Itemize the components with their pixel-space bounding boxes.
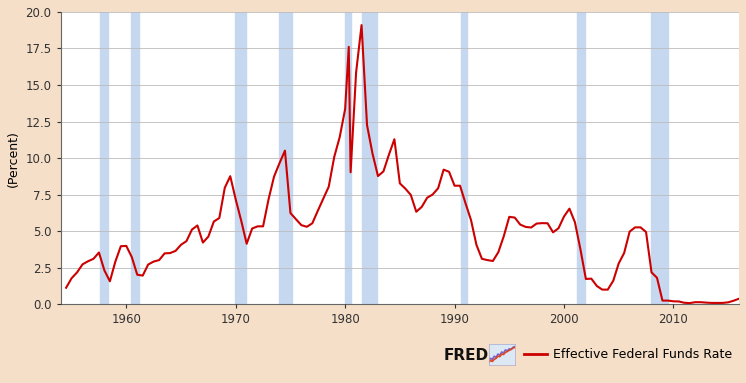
Bar bbox=[235, 12, 245, 304]
Y-axis label: (Percent): (Percent) bbox=[7, 130, 20, 187]
Text: FRED: FRED bbox=[444, 348, 489, 363]
Bar bbox=[577, 12, 585, 304]
Legend: Effective Federal Funds Rate: Effective Federal Funds Rate bbox=[524, 349, 733, 362]
Bar bbox=[100, 12, 108, 304]
Bar bbox=[345, 12, 351, 304]
Bar bbox=[461, 12, 467, 304]
Bar bbox=[362, 12, 377, 304]
Bar bbox=[278, 12, 292, 304]
Bar bbox=[131, 12, 139, 304]
Bar bbox=[651, 12, 668, 304]
